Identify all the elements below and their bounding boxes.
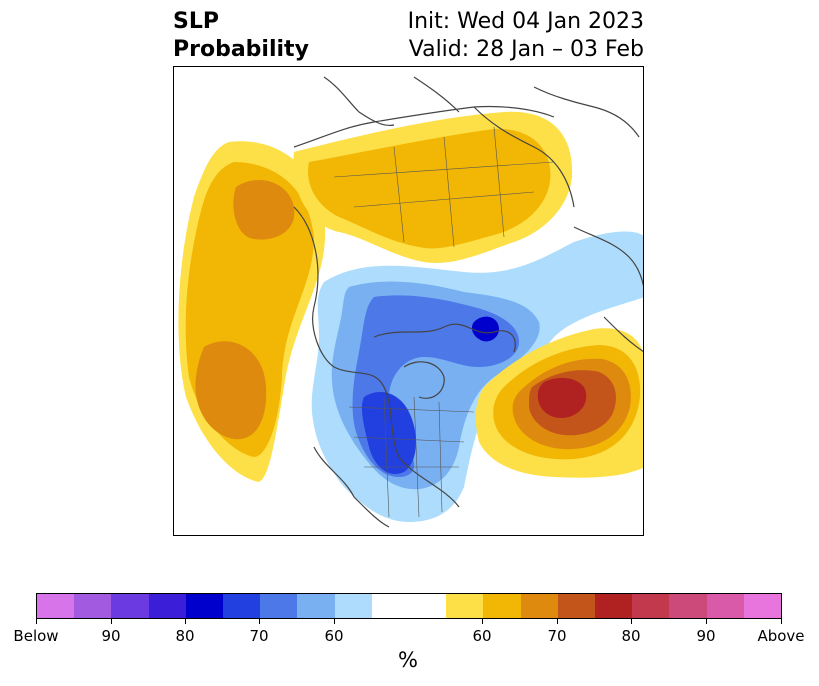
colorbar-tick-mark <box>185 619 186 624</box>
colorbar-tick-label: 60 <box>472 627 492 645</box>
coastlines <box>293 76 643 528</box>
colorbar-segment <box>743 594 782 618</box>
colorbar <box>36 593 782 619</box>
colorbar-tick-mark <box>781 619 782 624</box>
colorbar-segment <box>111 594 149 618</box>
colorbar-tick-mark <box>36 619 37 624</box>
colorbar-tick-mark <box>259 619 260 624</box>
colorbar-segment <box>371 594 410 618</box>
chart-title-left: SLP Probability <box>173 8 309 64</box>
product-label: Probability <box>173 37 309 62</box>
valid-range-label: Valid: 28 Jan – 03 Feb <box>408 37 644 62</box>
colorbar-tick-label: 80 <box>621 627 641 645</box>
colorbar-tick-mark <box>631 619 632 624</box>
pacific-anomaly-70a <box>233 179 295 240</box>
colorbar-tick-mark <box>557 619 558 624</box>
atlantic-anomaly-80 <box>537 377 587 419</box>
colorbar-segment <box>483 594 521 618</box>
colorbar-segment <box>297 594 335 618</box>
colorbar-tick-label: Below <box>13 627 59 645</box>
init-date-label: Init: Wed 04 Jan 2023 <box>407 9 644 34</box>
arctic-anomaly-75 <box>361 392 416 475</box>
colorbar-tick-label: Above <box>757 627 805 645</box>
siberia-anomaly-65 <box>308 128 551 249</box>
colorbar-segment <box>74 594 112 618</box>
colorbar-tick-label: 60 <box>324 627 344 645</box>
colorbar-segment <box>260 594 298 618</box>
colorbar-tick-label: 70 <box>249 627 269 645</box>
colorbar-tick-mark <box>706 619 707 624</box>
colorbar-segment <box>37 594 75 618</box>
variable-label: SLP <box>173 9 219 34</box>
colorbar-segment <box>632 594 670 618</box>
colorbar-segment <box>223 594 261 618</box>
colorbar-segment <box>185 594 224 618</box>
colorbar-tick-mark <box>334 619 335 624</box>
colorbar-segment <box>520 594 558 618</box>
country-borders <box>333 126 555 518</box>
probability-map <box>173 66 644 536</box>
colorbar-segment <box>595 594 633 618</box>
colorbar-tick-mark <box>482 619 483 624</box>
colorbar-tick-label: 90 <box>696 627 716 645</box>
colorbar-unit-label: % <box>398 648 418 672</box>
arctic-anomaly-80 <box>471 316 499 342</box>
colorbar-segment <box>669 594 707 618</box>
colorbar-tick-label: 80 <box>175 627 195 645</box>
map-svg <box>178 76 643 528</box>
colorbar-tick-label: 70 <box>547 627 567 645</box>
colorbar-tick-label: 90 <box>101 627 121 645</box>
colorbar-segment <box>446 594 484 618</box>
colorbar-segment <box>557 594 596 618</box>
colorbar-tick-mark <box>111 619 112 624</box>
colorbar-segment <box>409 594 447 618</box>
chart-title-right: Init: Wed 04 Jan 2023 Valid: 28 Jan – 03… <box>408 8 644 64</box>
colorbar-segment <box>148 594 186 618</box>
colorbar-segment <box>706 594 744 618</box>
colorbar-segment <box>334 594 372 618</box>
pacific-anomaly-70b <box>195 341 267 440</box>
